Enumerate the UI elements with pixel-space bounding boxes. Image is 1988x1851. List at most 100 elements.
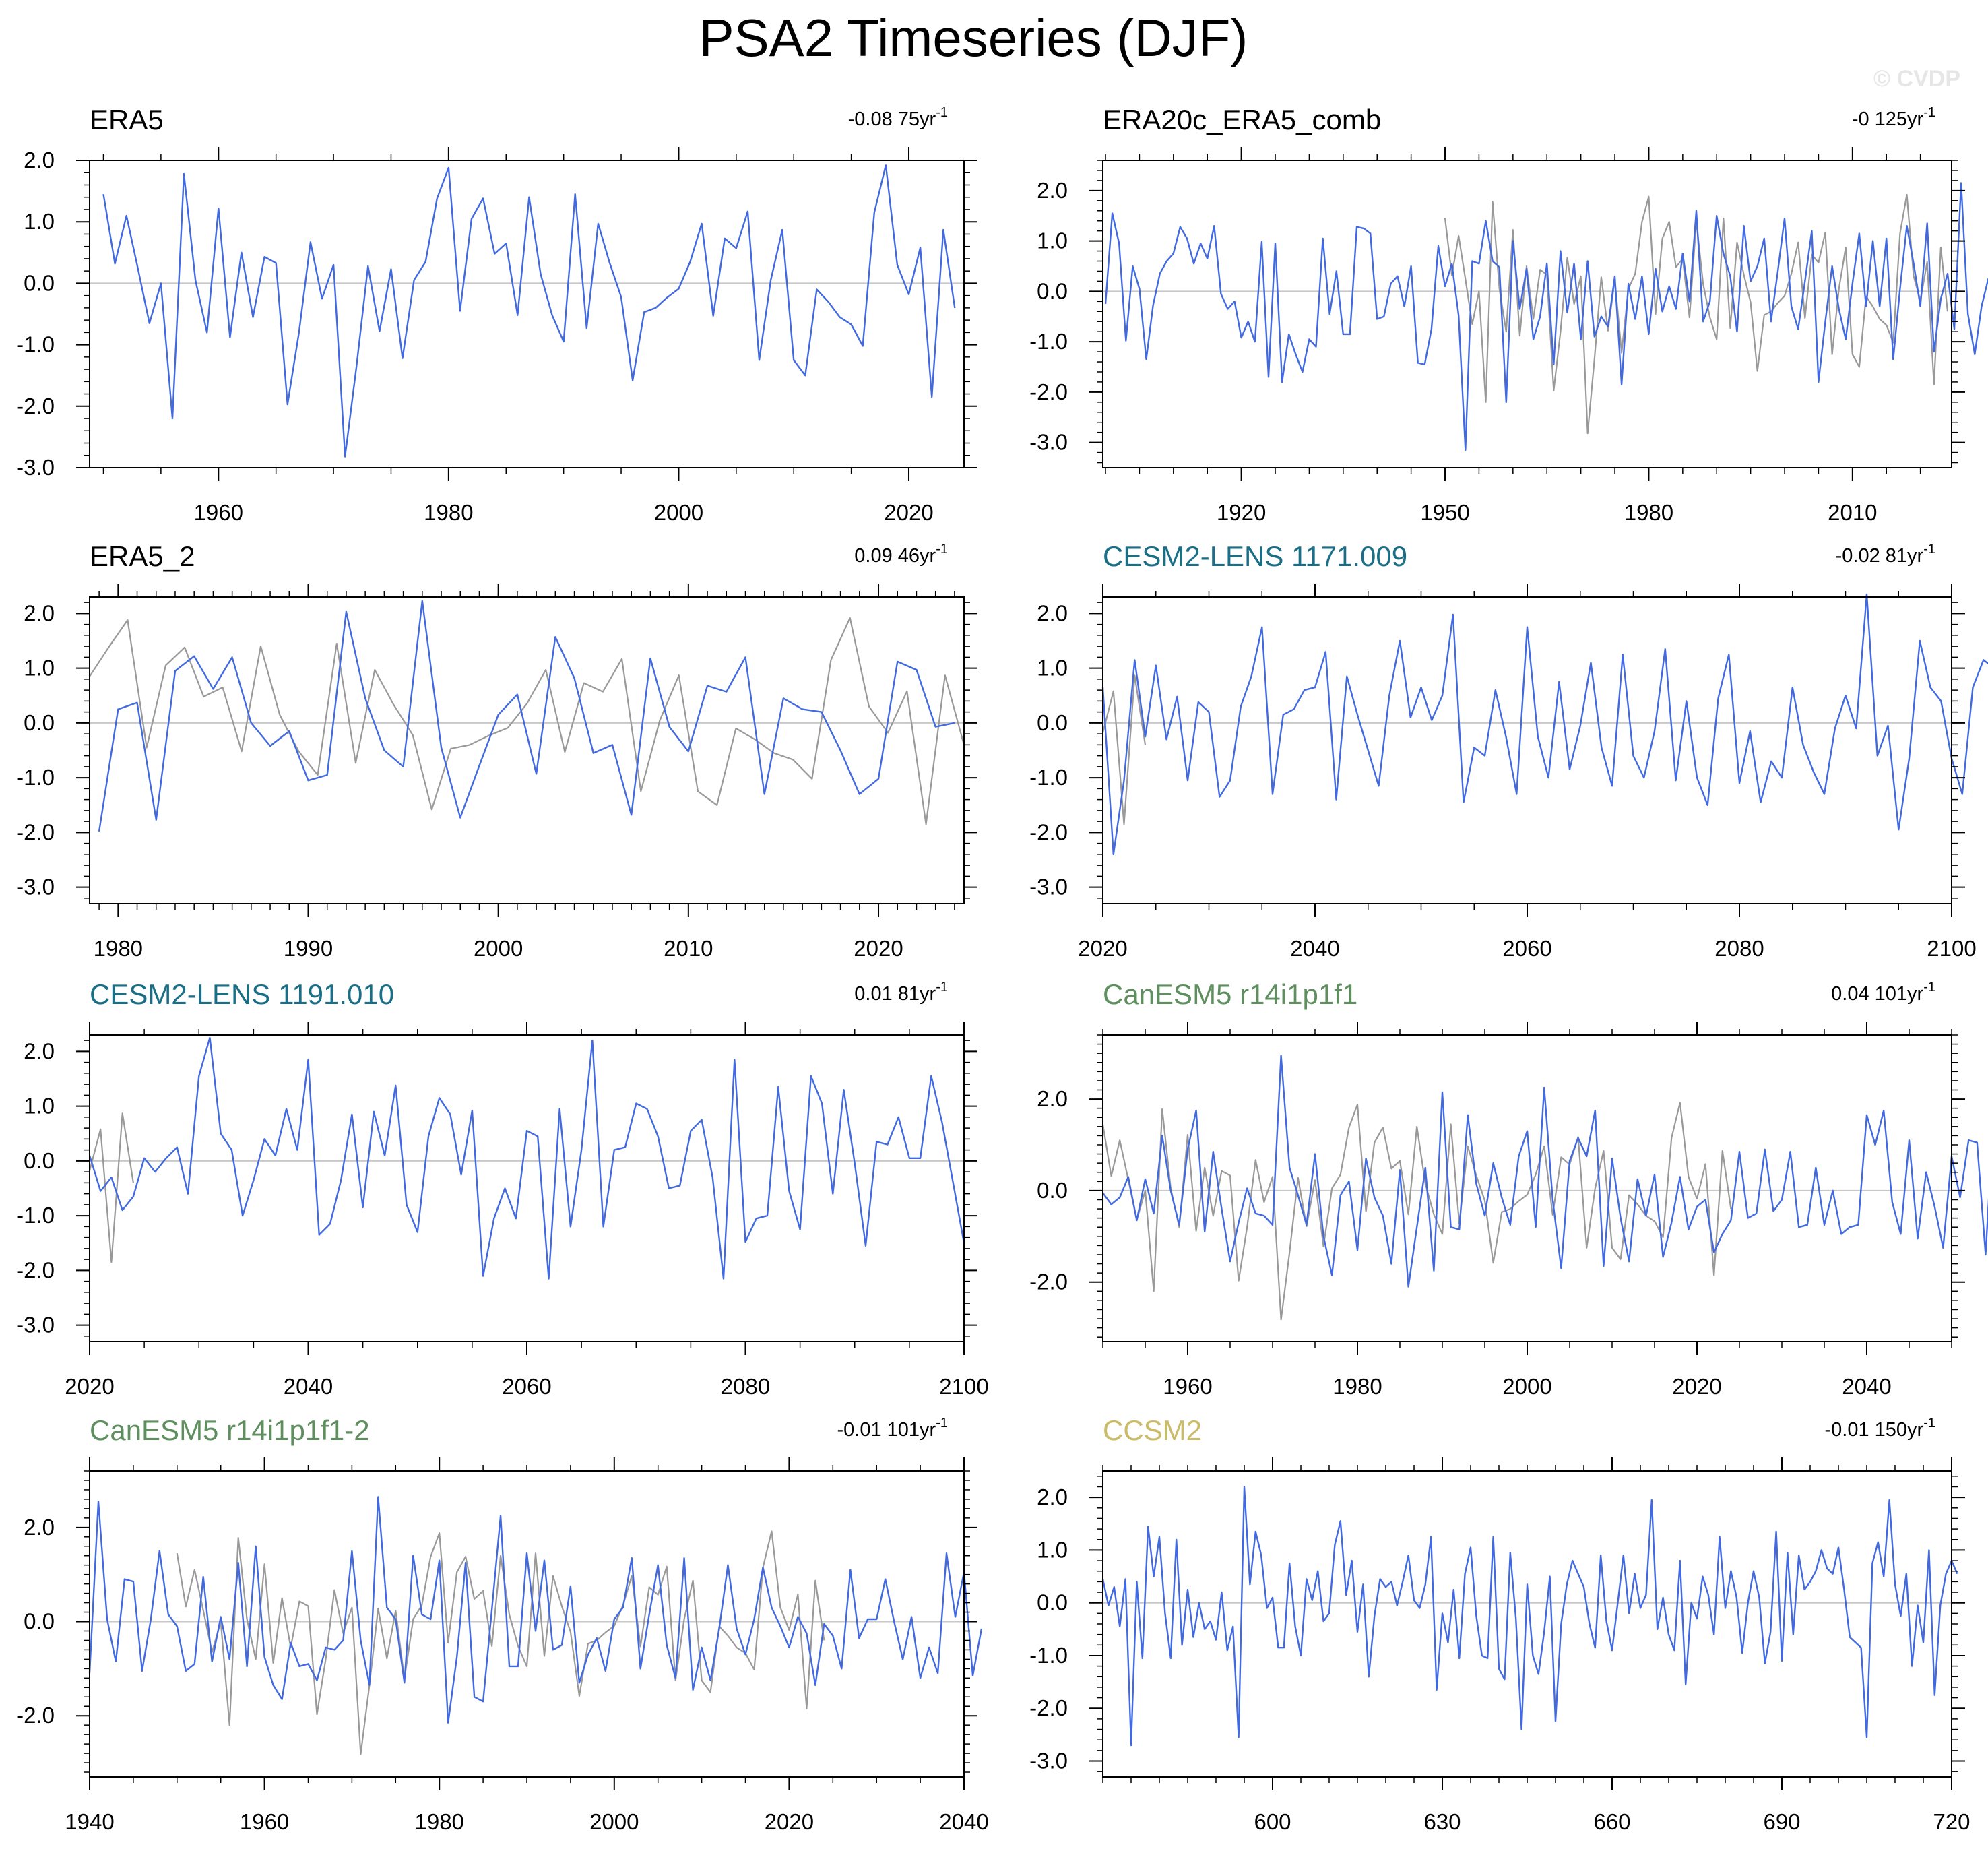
x-tick-label: 1980 (424, 500, 473, 525)
x-tick-label: 2060 (1502, 936, 1551, 961)
series-line-0 (89, 617, 965, 825)
y-tick-label: 0.0 (1037, 1590, 1068, 1615)
x-tick-label: 2100 (939, 1374, 988, 1399)
panel-p7: 1940 1960 1980 2000 2020 2040 2.0 0.0 -2.0 CanESM… (16, 1414, 989, 1834)
panel-title: CCSM2 (1103, 1414, 1202, 1446)
x-tick-label: 600 (1254, 1809, 1291, 1834)
trend-label: 0.04 101yr-1 (1831, 980, 1935, 1005)
trend-label: -0.02 81yr-1 (1836, 542, 1935, 567)
x-tick-label: 2020 (854, 936, 903, 961)
panel-title: ERA5_2 (90, 540, 195, 572)
x-tick-label: 2020 (65, 1374, 114, 1399)
y-tick-label: 2.0 (1037, 1086, 1068, 1111)
y-tick-label: 2.0 (24, 1515, 55, 1540)
y-tick-label: 2.0 (24, 1038, 55, 1063)
x-tick-label: 2100 (1927, 936, 1976, 961)
x-tick-label: 630 (1423, 1809, 1461, 1834)
y-tick-label: -2.0 (1029, 819, 1068, 844)
y-tick-label: -2.0 (16, 819, 55, 844)
y-tick-label: 1.0 (24, 656, 55, 681)
trend-label: -0.01 150yr-1 (1825, 1416, 1936, 1441)
trend-exponent: -1 (1923, 105, 1935, 120)
series-line-0 (1101, 1486, 1958, 1747)
y-tick-label: -2.0 (1029, 379, 1068, 404)
y-tick-label: 2.0 (1037, 1484, 1068, 1509)
trend-label: -0.01 101yr-1 (837, 1416, 949, 1441)
panel-p5: 2020 2040 2060 2080 2100 2.0 1.0 0.0 -1.0 -2.0 -3.… (16, 978, 989, 1399)
trend-exponent: -1 (1923, 980, 1935, 995)
panel-title: CanESM5 r14i1p1f1-2 (90, 1414, 370, 1446)
series-line-1 (98, 600, 955, 832)
series-line-0 (1444, 193, 1949, 435)
x-tick-label: 1980 (94, 936, 143, 961)
panel-title: ERA5 (90, 104, 164, 135)
x-tick-label: 2040 (1290, 936, 1339, 961)
y-tick-label: 1.0 (1037, 656, 1068, 681)
trend-value: -0.08 75yr (848, 108, 936, 130)
y-tick-label: 0.0 (24, 710, 55, 735)
y-tick-label: 1.0 (24, 209, 55, 234)
y-tick-label: -3.0 (1029, 875, 1068, 900)
trend-label: 0.09 46yr-1 (854, 542, 948, 567)
x-tick-label: 1960 (194, 500, 243, 525)
y-tick-label: 1.0 (24, 1094, 55, 1119)
y-tick-label: -1.0 (16, 332, 55, 357)
x-tick-label: 2010 (1828, 500, 1877, 525)
y-tick-label: -2.0 (16, 1257, 55, 1282)
watermark: © CVDP (1873, 66, 1960, 92)
series-line-1 (1101, 593, 1988, 856)
y-tick-label: -2.0 (1029, 1269, 1068, 1294)
x-tick-label: 2040 (939, 1809, 988, 1834)
plot-frame (1102, 1470, 1952, 1778)
trend-label: 0.01 81yr-1 (854, 980, 948, 1005)
series-line-1 (1102, 1055, 1988, 1288)
x-tick-label: 690 (1763, 1809, 1800, 1834)
trend-value: -0 125yr (1852, 108, 1924, 130)
panel-title: CanESM5 r14i1p1f1 (1103, 978, 1357, 1010)
x-tick-label: 2020 (1672, 1374, 1721, 1399)
x-tick-label: 2010 (664, 936, 713, 961)
panel-p6: 1960 1980 2000 2020 2040 2.0 0.0 -2.0 CanESM5 r1… (1029, 978, 1988, 1399)
x-tick-label: 1990 (284, 936, 333, 961)
plot-frame (1102, 1034, 1952, 1342)
panel-p1: 1960 1980 2000 2020 2.0 1.0 0.0 -1.0 -2.0 -3.0 ERA… (16, 104, 977, 525)
x-tick-label: 720 (1933, 1809, 1970, 1834)
trend-label: -0.08 75yr-1 (848, 105, 948, 130)
x-tick-label: 1920 (1217, 500, 1266, 525)
trend-value: 0.09 46yr (854, 545, 936, 567)
y-tick-label: -2.0 (1029, 1695, 1068, 1720)
y-tick-label: 2.0 (1037, 178, 1068, 203)
panels: 1960 1980 2000 2020 2.0 1.0 0.0 -1.0 -2.0 -3.0 ERA… (16, 104, 1988, 1834)
x-tick-label: 1960 (240, 1809, 289, 1834)
x-tick-label: 660 (1593, 1809, 1630, 1834)
y-tick-label: 1.0 (1037, 228, 1068, 253)
panel-title: ERA20c_ERA5_comb (1103, 104, 1381, 135)
y-tick-label: 0.0 (24, 1148, 55, 1173)
y-tick-label: 2.0 (24, 148, 55, 172)
y-tick-label: -2.0 (16, 394, 55, 418)
plot-frame (89, 596, 965, 904)
series-line-0 (88, 1112, 134, 1263)
trend-value: -0.01 101yr (837, 1419, 936, 1441)
trend-exponent: -1 (936, 542, 948, 557)
y-tick-label: -3.0 (16, 1313, 55, 1338)
panel-p2: 1920 1950 1980 2010 2.0 1.0 0.0 -1.0 -2.0 -3.0 ERA… (1029, 104, 1988, 525)
x-tick-label: 2060 (502, 1374, 551, 1399)
panel-title: CESM2-LENS 1191.010 (90, 978, 394, 1010)
y-tick-label: 0.0 (24, 270, 55, 295)
trend-exponent: -1 (1923, 1416, 1935, 1431)
series-line-0 (176, 1530, 825, 1755)
x-tick-label: 1980 (1333, 1374, 1382, 1399)
x-tick-label: 2040 (1842, 1374, 1891, 1399)
figure-title: PSA2 Timeseries (DJF) (699, 8, 1248, 67)
series-line-0 (102, 164, 956, 458)
y-tick-label: 2.0 (1037, 600, 1068, 625)
trend-label: -0 125yr-1 (1852, 105, 1935, 130)
trend-exponent: -1 (1923, 542, 1935, 557)
y-tick-label: -1.0 (16, 765, 55, 790)
trend-value: 0.01 81yr (854, 983, 936, 1005)
trend-value: 0.04 101yr (1831, 983, 1923, 1005)
y-tick-label: -3.0 (16, 455, 55, 480)
series-line-0 (1101, 1102, 1732, 1321)
